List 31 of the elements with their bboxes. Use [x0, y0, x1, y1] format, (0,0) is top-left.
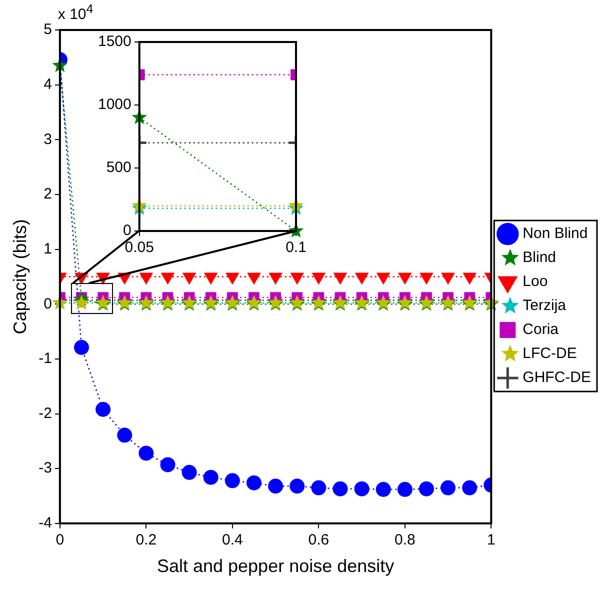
- x-tick-label: 0.05: [124, 239, 154, 256]
- x-tick-label: 0: [56, 532, 64, 549]
- y-axis-title: Capacity (bits): [10, 219, 30, 334]
- legend-label: Non Blind: [522, 225, 588, 242]
- legend-label: Loo: [522, 273, 548, 290]
- x-axis-title: Salt and pepper noise density: [156, 556, 394, 576]
- y-tick-label: -3: [38, 460, 52, 477]
- legend-label: LFC-DE: [522, 345, 577, 362]
- y-tick-label: 1000: [98, 96, 132, 114]
- y-tick-label: 3: [44, 130, 52, 148]
- y-tick-label: -2: [38, 404, 52, 422]
- x-tick-label: 0.8: [394, 532, 416, 549]
- legend-label: Terzija: [522, 297, 567, 314]
- y-tick-label: -4: [38, 514, 52, 532]
- x-tick-label: 1: [487, 532, 496, 549]
- y-tick-label: 0: [44, 295, 52, 312]
- legend-label: Coria: [522, 321, 560, 338]
- y-tick-label: 2: [44, 186, 52, 203]
- y-tick-label: -1: [38, 350, 52, 368]
- y-tick-label: 500: [106, 159, 132, 176]
- y-tick-label: 1500: [98, 33, 132, 50]
- y-tick-label: 4: [44, 76, 52, 93]
- x-tick-label: 0.6: [308, 532, 330, 549]
- legend-label: GHFC-DE: [522, 369, 591, 386]
- x-tick-label: 0.4: [222, 532, 243, 549]
- y-tick-label: 5: [44, 21, 52, 38]
- x-tick-label: 0.1: [286, 239, 306, 256]
- x-tick-label: 0.2: [136, 532, 157, 549]
- legend-label: Blind: [522, 249, 556, 266]
- y-tick-label: 0: [123, 222, 132, 240]
- text: x 10$^{4}$: [58, 2, 94, 23]
